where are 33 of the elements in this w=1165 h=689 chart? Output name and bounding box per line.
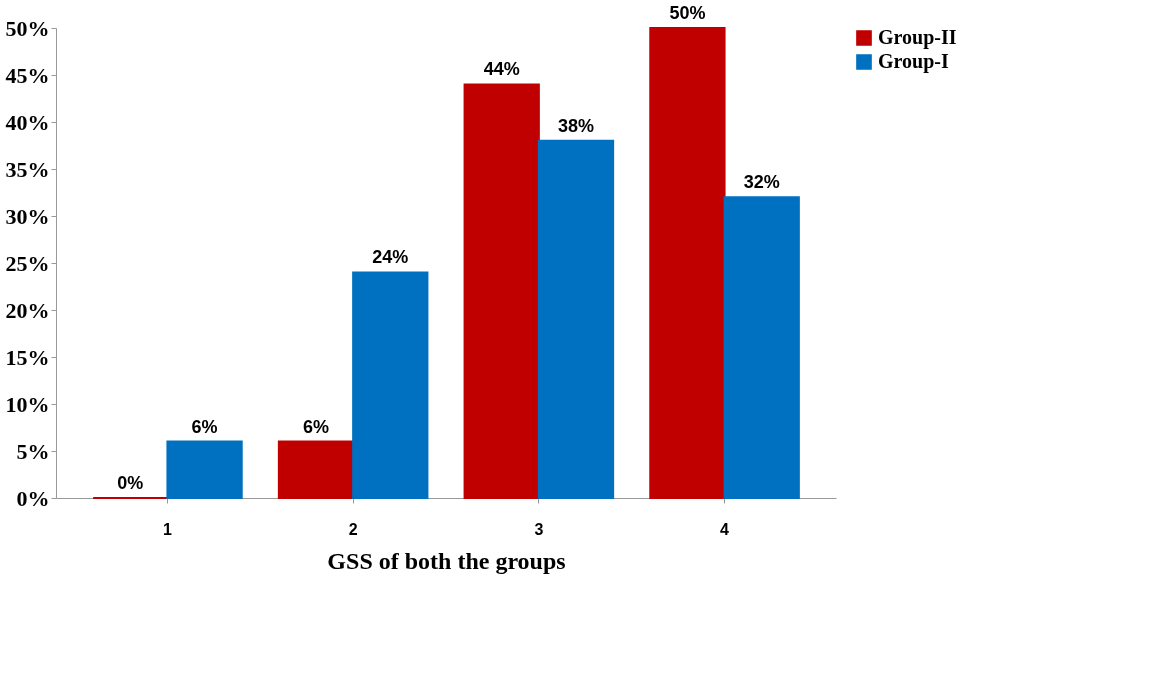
bar bbox=[463, 83, 540, 499]
data-label: 24% bbox=[372, 247, 409, 268]
y-tick-label: 15% bbox=[5, 344, 50, 370]
y-tick-label: 40% bbox=[5, 109, 50, 135]
x-tick-label: 2 bbox=[348, 520, 358, 538]
legend-label: Group-I bbox=[878, 50, 949, 73]
y-tick-label: 50% bbox=[5, 15, 50, 41]
data-label: 38% bbox=[557, 115, 595, 136]
x-axis-title: GSS of both the groups bbox=[327, 547, 566, 574]
bar bbox=[723, 196, 800, 499]
y-tick-label: 35% bbox=[5, 156, 50, 182]
bar bbox=[166, 440, 243, 499]
data-label: 6% bbox=[302, 416, 330, 437]
data-label: 32% bbox=[743, 172, 780, 193]
bar bbox=[537, 139, 615, 499]
data-label: 50% bbox=[669, 3, 706, 23]
y-tick-label: 20% bbox=[5, 297, 50, 323]
y-tick-label: 30% bbox=[5, 203, 50, 229]
bar bbox=[277, 440, 355, 499]
y-tick-label: 5% bbox=[16, 438, 50, 464]
y-tick-label: 45% bbox=[5, 62, 50, 88]
bar bbox=[352, 271, 429, 499]
bar bbox=[649, 27, 726, 499]
data-label: 0% bbox=[117, 473, 144, 493]
x-tick-label: 4 bbox=[720, 520, 730, 538]
data-label: 44% bbox=[483, 59, 520, 80]
data-label: 6% bbox=[191, 416, 218, 437]
x-tick-label: 1 bbox=[162, 520, 172, 538]
y-tick-label: 0% bbox=[16, 485, 50, 511]
legend-label: Group-II bbox=[878, 26, 957, 49]
y-tick-label: 25% bbox=[5, 250, 50, 276]
y-tick-label: 10% bbox=[5, 391, 50, 417]
x-tick-label: 3 bbox=[534, 520, 544, 538]
